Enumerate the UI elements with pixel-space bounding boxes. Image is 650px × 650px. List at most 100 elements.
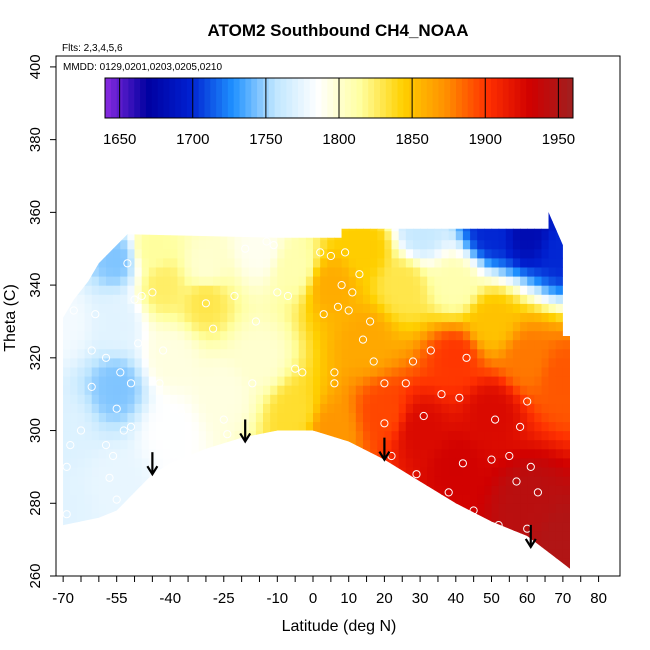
sample-point (123, 259, 132, 268)
sample-point (241, 244, 250, 253)
y-tick-label: 360 (27, 200, 44, 225)
sample-point (333, 302, 343, 311)
sample-point (523, 397, 532, 406)
sample-point (394, 473, 403, 482)
x-tick-label: -25 (213, 590, 235, 607)
sample-point (337, 281, 346, 290)
sample-point (316, 248, 325, 257)
y-tick-label: 260 (27, 563, 44, 588)
sample-point (355, 270, 364, 279)
sample-point (291, 364, 300, 373)
sample-point (319, 310, 328, 319)
sample-point (273, 288, 282, 297)
sample-point (112, 495, 121, 504)
x-tick-label: 40 (447, 590, 464, 607)
sample-point (380, 419, 389, 428)
sample-point (76, 426, 86, 435)
sample-point (269, 241, 278, 250)
x-tick-label: 60 (519, 590, 536, 607)
sample-point (330, 368, 339, 377)
sample-point (505, 451, 514, 461)
sample-point (173, 455, 182, 464)
x-tick-label: 20 (376, 590, 393, 607)
sample-point (62, 462, 71, 471)
colorbar-tick-label: 1850 (395, 131, 428, 148)
y-tick-label: 380 (27, 127, 44, 152)
y-tick-label: 280 (27, 491, 44, 516)
sample-point (516, 422, 525, 431)
sample-point (105, 473, 114, 482)
sample-point (330, 379, 339, 388)
sample-point (512, 477, 521, 486)
x-tick-label: -40 (159, 590, 181, 607)
x-tick-label: 0 (309, 590, 317, 607)
sample-point (101, 353, 111, 362)
sample-point (66, 441, 75, 450)
sample-point (366, 317, 375, 326)
plot-frame (55, 55, 621, 577)
sample-point (134, 339, 143, 348)
sample-point (87, 382, 96, 391)
sample-point (130, 295, 139, 304)
y-tick-label: 300 (27, 418, 44, 443)
sample-point (408, 357, 418, 366)
x-axis: -70 -55 -40 -25 -10 0 10 20 30 40 50 60 70 80 (52, 576, 607, 607)
x-tick-label: 30 (412, 590, 429, 607)
sample-point (533, 488, 543, 497)
sample-point (201, 299, 210, 308)
sample-point (455, 393, 464, 402)
y-tick-label: 340 (27, 273, 44, 298)
sample-point (526, 462, 535, 471)
sample-point (219, 415, 228, 424)
chart-title: ATOM2 Southbound CH4_NOAA (208, 21, 469, 40)
sample-point (369, 357, 378, 366)
colorbar-tick-label: 1900 (469, 131, 502, 148)
sample-point (137, 291, 146, 301)
sample-point (412, 470, 421, 479)
sample-point (251, 317, 260, 326)
sample-point (176, 408, 185, 417)
sample-point (62, 510, 71, 519)
x-tick-label: 80 (590, 590, 607, 607)
sample-point (462, 353, 471, 362)
down-arrow-icon (146, 452, 159, 477)
sample-point (341, 248, 350, 257)
sample-point (159, 346, 168, 355)
sample-point (126, 379, 136, 388)
flight-arrows (146, 419, 537, 549)
down-arrow-icon (239, 419, 252, 444)
y-axis: 260 280 300 320 340 360 380 400 (27, 54, 56, 589)
y-tick-label: 320 (27, 345, 44, 370)
sample-point (326, 251, 335, 261)
sample-point (437, 390, 446, 399)
x-tick-label: 50 (483, 590, 500, 607)
sample-point (444, 488, 453, 497)
sample-point (344, 306, 353, 315)
colorbar-tick-label: 1800 (322, 131, 355, 148)
sample-point (87, 346, 96, 355)
x-tick-label: 10 (340, 590, 357, 607)
sample-point (380, 379, 389, 388)
sample-point (148, 288, 157, 297)
y-axis-title: Theta (C) (2, 284, 19, 352)
sample-point (487, 455, 496, 464)
colorbar-tick-label: 1950 (542, 131, 575, 148)
sample-point (109, 451, 118, 461)
colorbar-tick-label: 1750 (249, 131, 282, 148)
x-tick-label: -70 (52, 590, 74, 607)
ch4-curtain (63, 212, 570, 569)
sample-points (62, 237, 543, 533)
sample-point (458, 459, 467, 468)
down-arrow-icon (524, 524, 537, 549)
sample-point (101, 441, 111, 450)
x-tick-label: -55 (106, 590, 128, 607)
sample-point (248, 379, 257, 388)
sample-point (262, 237, 271, 246)
sample-point (69, 306, 78, 315)
sample-point (223, 430, 232, 439)
x-tick-label: 70 (555, 590, 572, 607)
sample-point (230, 291, 239, 301)
sample-point (298, 368, 307, 377)
sample-point (358, 335, 368, 344)
y-tick-label: 400 (27, 54, 44, 79)
